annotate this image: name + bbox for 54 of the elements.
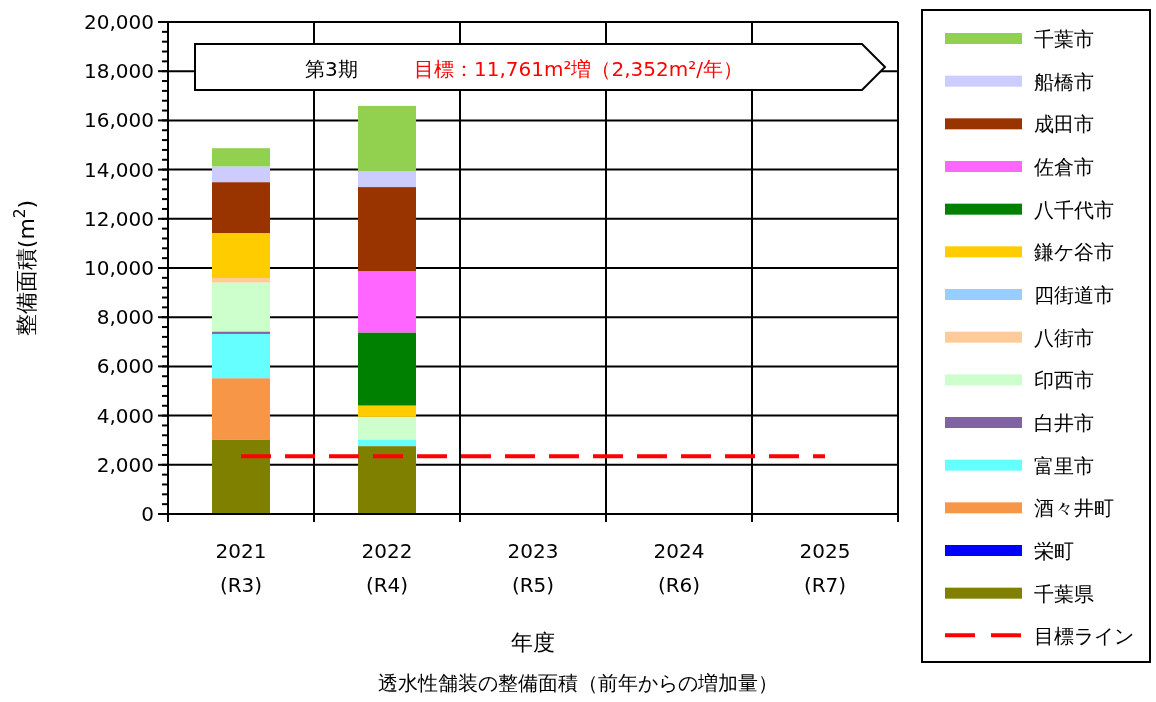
y-tick-label: 20,000 [84, 10, 154, 34]
bar [212, 331, 270, 334]
annotation: 第3期 [305, 57, 358, 81]
legend-label: 鎌ケ谷市 [1034, 240, 1114, 265]
bar [212, 233, 270, 279]
bar [212, 182, 270, 234]
x-tick-label: 2023 (R5) [507, 539, 559, 597]
bar [212, 148, 270, 167]
y-tick-label: 16,000 [84, 108, 154, 133]
legend-label: 千葉市 [1034, 27, 1094, 51]
x-tick-label: 2021 (R3) [215, 539, 267, 597]
annotation: 目標：11,761m²増（2,352m²/年） [414, 57, 743, 81]
bar [212, 166, 270, 183]
bar [358, 416, 416, 440]
y-tick-label: 18,000 [84, 59, 154, 84]
bar [212, 333, 270, 379]
bar [358, 446, 416, 514]
bar [212, 439, 270, 514]
legend-label: 千葉県 [1034, 581, 1094, 606]
bar [358, 187, 416, 272]
legend-label: 佐倉市 [1034, 155, 1094, 179]
y-tick-label: 12,000 [84, 206, 154, 231]
y-tick-label: 6,000 [96, 354, 154, 379]
y-tick-label: 0 [141, 502, 154, 526]
y-tick-label: 10,000 [84, 256, 154, 280]
legend-label: 船橋市 [1034, 69, 1094, 94]
legend-label: 印西市 [1034, 368, 1094, 393]
legend-label: 栄町 [1034, 539, 1074, 563]
x-tick-label: 2025 (R7) [799, 539, 851, 597]
bar [358, 439, 416, 447]
y-tick-label: 8,000 [96, 305, 154, 330]
bar [212, 378, 270, 440]
x-axis-title: 年度 [511, 630, 555, 655]
bar [358, 405, 416, 417]
bar [358, 105, 416, 172]
legend-label: 酒々井町 [1034, 496, 1114, 521]
legend-label: 白井市 [1034, 411, 1094, 435]
y-tick-label: 4,000 [96, 403, 154, 428]
x-tick-label: 2024 (R6) [653, 539, 705, 597]
bar [358, 271, 416, 333]
text: 透水性舗装の整備面積（前年からの増加量） [378, 671, 778, 695]
legend-label: 成田市 [1034, 112, 1094, 137]
legend-label: 八千代市 [1034, 197, 1114, 222]
legend-label: 八街市 [1034, 325, 1094, 350]
y-tick-label: 14,000 [84, 157, 154, 182]
bar [358, 171, 416, 188]
legend-label: 四街道市 [1034, 283, 1114, 307]
legend-label: 目標ライン [1034, 624, 1134, 649]
bar [212, 282, 270, 332]
x-tick-label: 2022 (R4) [361, 539, 413, 597]
bar [358, 332, 416, 406]
y-tick-label: 2,000 [96, 452, 154, 477]
legend-label: 富里市 [1034, 453, 1094, 478]
bar [212, 278, 270, 283]
